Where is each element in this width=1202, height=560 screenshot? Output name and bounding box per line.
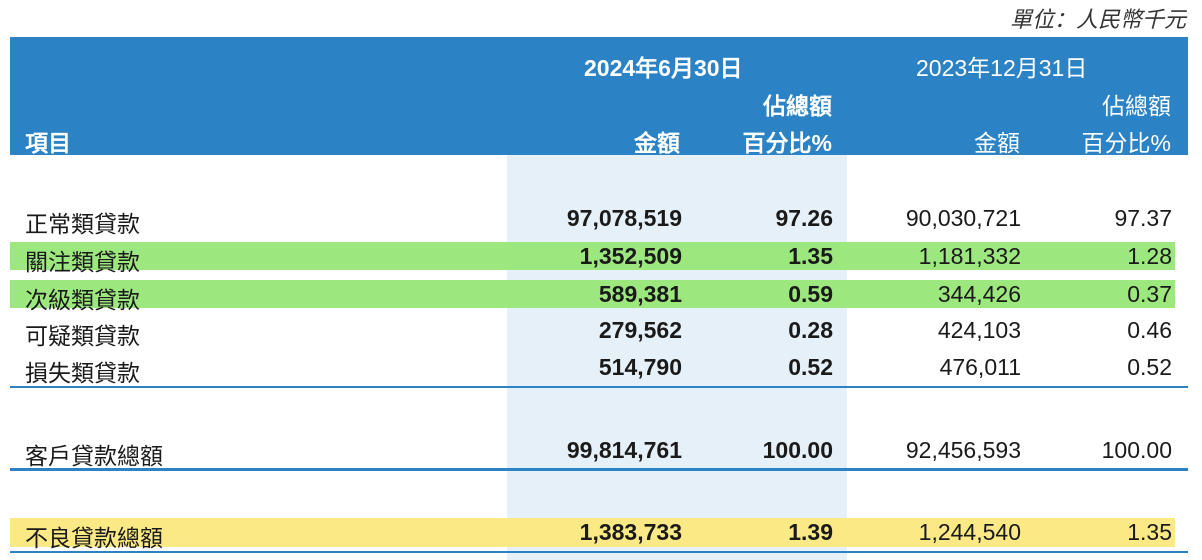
current-percent-cell: 0.52 <box>788 354 833 380</box>
current-percent-cell: 0.28 <box>788 317 833 343</box>
prior-amount-header: 金額 <box>974 130 1020 156</box>
row-label: 關注類貸款 <box>25 249 140 275</box>
prior-percent-cell: 0.46 <box>1127 317 1172 343</box>
prior-percent-cell: 1.28 <box>1127 243 1172 269</box>
current-percent-cell: 1.35 <box>788 243 833 269</box>
prior-amount-cell: 90,030,721 <box>905 205 1021 231</box>
current-amount-cell: 514,790 <box>598 354 682 380</box>
prior-amount-cell: 1,244,540 <box>918 519 1021 545</box>
prior-amount-cell: 476,011 <box>939 354 1021 380</box>
row-label: 次級類貸款 <box>25 287 140 313</box>
row-label: 客戶貸款總額 <box>25 443 163 469</box>
current-percent-cell: 0.59 <box>788 281 833 307</box>
current-share-label: 佔總額 <box>763 93 832 119</box>
bottom-line <box>10 551 1188 553</box>
current-amount-cell: 589,381 <box>598 281 682 307</box>
period-prior-label: 2023年12月31日 <box>916 55 1088 81</box>
current-amount-cell: 1,352,509 <box>579 243 682 269</box>
prior-share-label: 佔總額 <box>1102 93 1171 119</box>
period-current-label: 2024年6月30日 <box>584 55 743 81</box>
current-amount-cell: 279,562 <box>598 317 682 343</box>
prior-percent-cell: 100.00 <box>1101 437 1172 463</box>
divider-line <box>10 468 1188 471</box>
prior-amount-cell: 344,426 <box>937 281 1021 307</box>
current-percent-cell: 100.00 <box>762 437 833 463</box>
prior-amount-cell: 92,456,593 <box>905 437 1021 463</box>
prior-percent-cell: 1.35 <box>1127 519 1172 545</box>
prior-percent-cell: 0.37 <box>1127 281 1172 307</box>
current-period-column-shade <box>507 155 847 560</box>
current-amount-cell: 99,814,761 <box>566 437 682 463</box>
highlight-band-npl <box>10 518 1175 547</box>
row-label: 可疑類貸款 <box>25 323 140 349</box>
table-header: 2024年6月30日 2023年12月31日 佔總額 佔總額 項目 金額 百分比… <box>10 37 1188 156</box>
current-amount-cell: 97,078,519 <box>566 205 682 231</box>
divider-line <box>10 386 1188 388</box>
row-label: 正常類貸款 <box>25 211 140 237</box>
item-column-header: 項目 <box>25 130 71 156</box>
current-percent-cell: 1.39 <box>788 519 833 545</box>
row-label: 損失類貸款 <box>25 360 140 386</box>
highlight-band-special-mention <box>10 242 1175 270</box>
prior-amount-cell: 1,181,332 <box>918 243 1021 269</box>
current-amount-header: 金額 <box>634 130 680 156</box>
highlight-band-substandard <box>10 280 1175 308</box>
current-percent-header: 百分比% <box>742 130 832 156</box>
prior-amount-cell: 424,103 <box>937 317 1021 343</box>
prior-percent-cell: 0.52 <box>1127 354 1172 380</box>
unit-label: 單位：人民幣千元 <box>1009 7 1186 32</box>
prior-percent-header: 百分比% <box>1081 130 1171 156</box>
row-label: 不良貸款總額 <box>25 525 163 551</box>
current-percent-cell: 97.26 <box>775 205 833 231</box>
prior-percent-cell: 97.37 <box>1114 205 1172 231</box>
current-amount-cell: 1,383,733 <box>579 519 682 545</box>
